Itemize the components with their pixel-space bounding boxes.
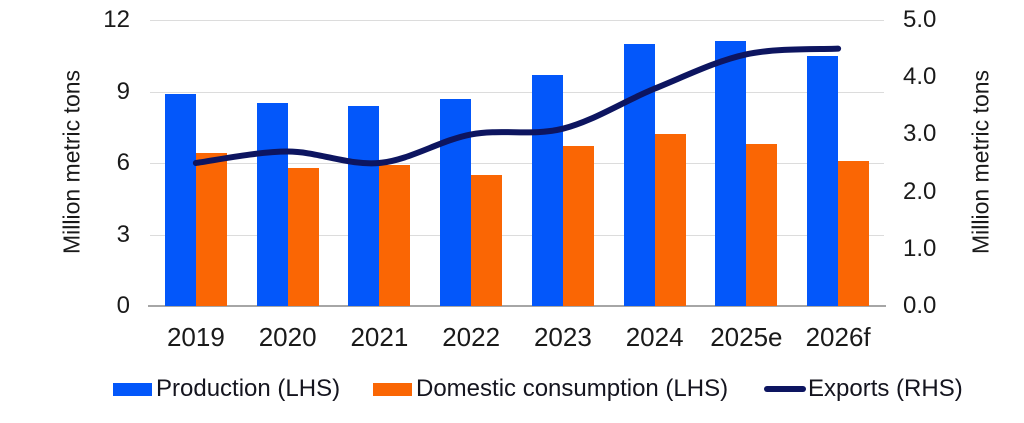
legend-bar-swatch: [113, 382, 152, 396]
legend-label: Production (LHS): [156, 375, 341, 402]
x-label-2021: 2021: [350, 322, 409, 352]
bar-production-2023: [531, 74, 563, 306]
legend-item: Exports (RHS): [764, 374, 963, 404]
plot-area: [148, 20, 886, 307]
gridline: [150, 234, 884, 236]
bar-production-2025e: [715, 41, 747, 306]
x-label-2019: 2019: [166, 322, 225, 352]
bar-production-2020: [256, 103, 288, 306]
bar-production-2022: [440, 98, 472, 306]
x-label-2024: 2024: [625, 322, 684, 352]
x-axis-baseline: [148, 305, 886, 307]
legend-line-swatch: [764, 386, 806, 392]
right-tick-label: 1.0: [903, 234, 937, 262]
gridline: [150, 91, 884, 93]
legend-item: Production (LHS): [113, 374, 340, 404]
right-axis-title: Million metric tons: [967, 69, 994, 255]
x-label-2026f: 2026f: [805, 322, 871, 352]
left-tick-label: 3: [116, 220, 130, 248]
left-tick-label: 12: [103, 6, 130, 33]
bar-consumption-2019: [195, 153, 227, 306]
bar-consumption-2024: [654, 134, 686, 306]
x-label-2023: 2023: [533, 322, 592, 352]
bar-consumption-2026f: [838, 160, 870, 306]
bar-production-2026f: [807, 55, 839, 306]
legend: Production (LHS) Domestic consumption (LH…: [0, 374, 1024, 404]
left-tick-label: 0: [116, 292, 130, 319]
left-tick-label: 6: [116, 149, 130, 176]
left-tick-label: 9: [116, 77, 130, 105]
bar-consumption-2025e: [746, 143, 778, 306]
x-label-2022: 2022: [442, 322, 501, 352]
bar-consumption-2022: [471, 174, 503, 306]
bar-production-2021: [348, 105, 380, 306]
legend-item: Domestic consumption (LHS): [373, 374, 728, 404]
legend-bar-swatch: [373, 382, 412, 396]
bar-production-2024: [623, 43, 655, 306]
bar-production-2019: [164, 93, 196, 306]
bar-consumption-2021: [379, 165, 411, 306]
right-tick-label: 0.0: [903, 292, 937, 319]
right-tick-label: 4.0: [903, 63, 937, 91]
bar-consumption-2020: [287, 167, 319, 306]
legend-label: Domestic consumption (LHS): [416, 375, 729, 402]
right-tick-label: 2.0: [903, 177, 937, 205]
x-label-2020: 2020: [258, 322, 317, 352]
right-tick-label: 3.0: [903, 120, 937, 148]
legend-label: Exports (RHS): [808, 375, 963, 402]
gridline: [150, 20, 884, 21]
bar-consumption-2023: [562, 146, 594, 306]
x-label-2025e: 2025e: [710, 322, 783, 352]
right-tick-label: 5.0: [903, 6, 937, 33]
